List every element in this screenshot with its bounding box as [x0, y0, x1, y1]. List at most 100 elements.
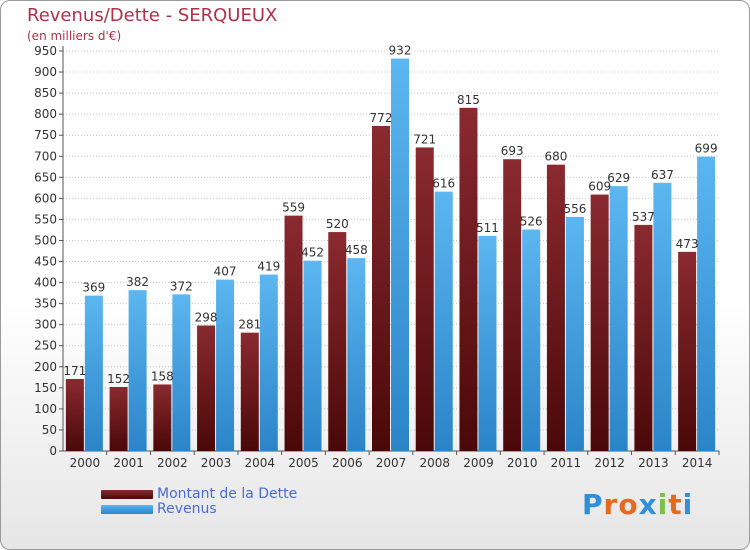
data-label-revenus: 372 [170, 279, 193, 293]
x-tick-label: 2003 [201, 456, 232, 470]
logo-letter: i [682, 488, 694, 521]
data-label-revenus: 407 [214, 265, 237, 279]
legend-label-revenus: Revenus [157, 501, 217, 517]
data-label-dette: 171 [63, 364, 86, 378]
data-label-dette: 298 [195, 311, 218, 325]
y-tick-label: 450 [34, 255, 57, 269]
logo-letter: P [582, 488, 604, 521]
bar-dette [153, 384, 172, 451]
chart-title: Revenus/Dette - SERQUEUX [27, 5, 278, 26]
bar-dette [240, 332, 259, 451]
bar-dette [590, 194, 609, 451]
bar-dette [503, 159, 522, 452]
data-label-dette: 693 [501, 144, 524, 158]
x-tick-label: 2009 [463, 456, 494, 470]
data-label-dette: 152 [107, 372, 130, 386]
data-label-revenus: 556 [563, 202, 586, 216]
bar-revenus [259, 274, 278, 451]
x-tick-label: 2010 [507, 456, 538, 470]
x-tick-label: 2002 [157, 456, 188, 470]
bar-revenus [128, 290, 147, 451]
legend-swatch-revenus [101, 505, 153, 514]
data-label-revenus: 369 [82, 281, 105, 295]
y-tick-label: 100 [34, 402, 57, 416]
data-label-revenus: 382 [126, 275, 149, 289]
data-label-dette: 537 [632, 210, 655, 224]
x-tick-label: 2014 [682, 456, 713, 470]
y-tick-label: 50 [42, 423, 57, 437]
bar-dette [372, 125, 390, 452]
x-tick-label: 2004 [245, 456, 276, 470]
y-tick-label: 350 [34, 297, 57, 311]
x-tick-label: 2006 [332, 456, 363, 470]
x-tick-label: 2011 [551, 456, 582, 470]
logo-letter: t [668, 488, 683, 521]
bar-revenus [391, 58, 409, 451]
y-tick-label: 600 [34, 191, 57, 205]
data-label-dette: 520 [326, 217, 349, 231]
bar-revenus [697, 156, 716, 451]
data-label-revenus: 932 [389, 44, 412, 58]
bar-dette [459, 107, 478, 451]
bar-revenus [216, 279, 235, 451]
data-label-dette: 281 [238, 318, 261, 332]
data-label-dette: 609 [588, 180, 611, 194]
y-tick-label: 500 [34, 233, 57, 247]
proxiti-logo: Proxiti [582, 488, 693, 521]
legend-label-dette: Montant de la Dette [157, 486, 298, 502]
data-label-dette: 158 [151, 369, 174, 383]
y-tick-label: 200 [34, 360, 57, 374]
x-tick-label: 2000 [70, 456, 101, 470]
bar-dette [197, 325, 216, 451]
y-tick-label: 700 [34, 149, 57, 163]
data-label-revenus: 452 [301, 246, 324, 260]
data-label-revenus: 511 [476, 221, 499, 235]
data-label-dette: 721 [413, 132, 436, 146]
y-tick-label: 0 [49, 444, 57, 458]
bar-revenus [522, 229, 541, 451]
bar-revenus [565, 216, 584, 451]
bar-revenus [478, 235, 497, 451]
data-label-revenus: 616 [432, 177, 455, 191]
data-label-revenus: 458 [345, 243, 368, 257]
bar-revenus [653, 182, 672, 451]
data-label-revenus: 629 [607, 171, 630, 185]
bar-revenus [347, 258, 366, 451]
data-label-dette: 772 [370, 111, 393, 125]
data-label-revenus: 699 [695, 142, 718, 156]
bar-dette [678, 251, 697, 451]
bar-revenus [84, 295, 103, 451]
y-tick-label: 800 [34, 107, 57, 121]
data-label-dette: 815 [457, 93, 480, 107]
chart-subtitle: (en milliers d'€) [27, 29, 122, 43]
y-tick-label: 850 [34, 86, 57, 100]
bar-dette [328, 232, 347, 451]
x-tick-label: 2001 [113, 456, 144, 470]
data-label-revenus: 526 [520, 215, 543, 229]
logo-letter: r [603, 488, 619, 521]
y-tick-label: 650 [34, 170, 57, 184]
y-tick-label: 750 [34, 128, 57, 142]
x-tick-label: 2007 [376, 456, 407, 470]
bar-revenus [609, 186, 628, 451]
x-tick-label: 2012 [594, 456, 625, 470]
bar-revenus [172, 294, 191, 451]
x-tick-label: 2013 [638, 456, 669, 470]
logo-letter: i [657, 488, 669, 521]
data-label-revenus: 637 [651, 168, 674, 182]
legend-swatch-dette [101, 490, 153, 499]
y-tick-label: 150 [34, 381, 57, 395]
bar-dette [415, 147, 434, 451]
y-tick-label: 300 [34, 318, 57, 332]
x-tick-label: 2008 [419, 456, 450, 470]
y-tick-label: 250 [34, 339, 57, 353]
y-tick-label: 950 [34, 44, 57, 58]
bar-revenus [434, 191, 453, 451]
data-label-dette: 680 [544, 150, 567, 164]
data-label-revenus: 419 [257, 260, 280, 274]
bar-revenus [303, 260, 322, 451]
bar-dette [284, 215, 303, 451]
data-label-dette: 559 [282, 201, 305, 215]
